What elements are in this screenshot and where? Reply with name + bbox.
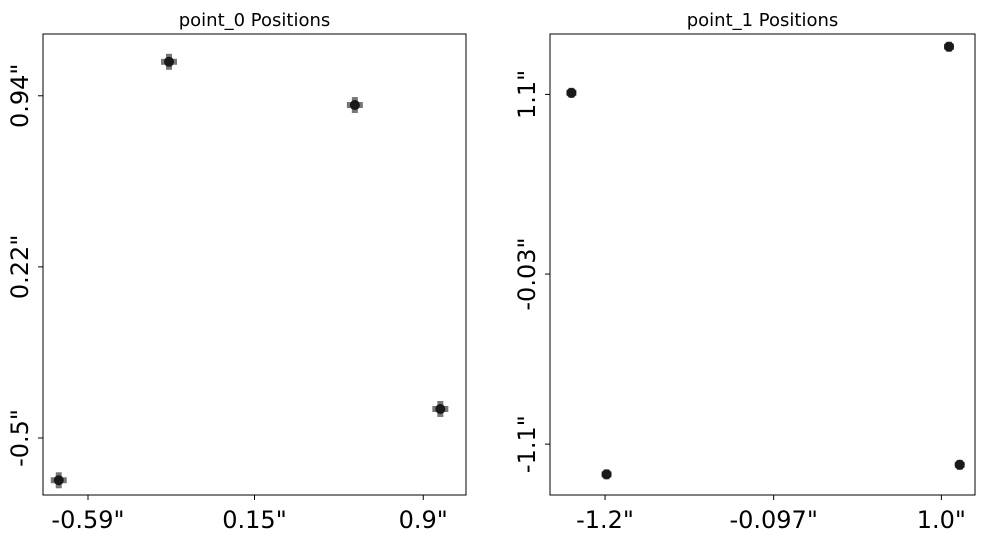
panel-title: point_0 Positions (179, 10, 331, 31)
plot-area-frame (549, 33, 976, 496)
x-tick-label: -0.59" (51, 506, 124, 534)
y-tick-label: -0.03" (513, 237, 541, 310)
panel-title: point_1 Positions (687, 10, 839, 31)
plot-area-frame (42, 33, 467, 496)
data-point (346, 97, 363, 114)
data-point (50, 472, 67, 489)
point-dot (164, 56, 174, 67)
point-dot (435, 403, 446, 414)
point-dot (53, 475, 64, 486)
point-dot (349, 100, 360, 111)
data-point (161, 53, 177, 70)
y-tick-label: 1.1" (513, 70, 541, 119)
data-point (432, 400, 449, 417)
data-point (566, 87, 577, 98)
y-tick-label: 0.94" (6, 64, 34, 128)
data-point (954, 459, 965, 470)
x-tick-label: -1.2" (576, 506, 634, 534)
point-dot (954, 459, 965, 470)
x-tick-label: 0.9" (399, 506, 448, 534)
panel-point-0: point_0 Positions -0.59" 0.15" 0.9" -0.5" 0.2… (6, 10, 467, 534)
x-tick-label: 0.15" (222, 506, 286, 534)
y-tick-label: -0.5" (6, 409, 34, 467)
data-point (944, 41, 955, 52)
x-tick-label: 1.0" (917, 506, 966, 534)
y-tick-label: -1.1" (513, 415, 541, 473)
point-dot (944, 41, 955, 52)
point-dot (601, 469, 612, 480)
point-dot (566, 87, 577, 98)
x-tick-label: -0.097" (729, 506, 817, 534)
panel-point-1: point_1 Positions -1.2" -0.097" 1.0" -1.1" -0… (513, 10, 976, 534)
data-point (601, 469, 612, 480)
y-tick-label: 0.22" (6, 235, 34, 299)
